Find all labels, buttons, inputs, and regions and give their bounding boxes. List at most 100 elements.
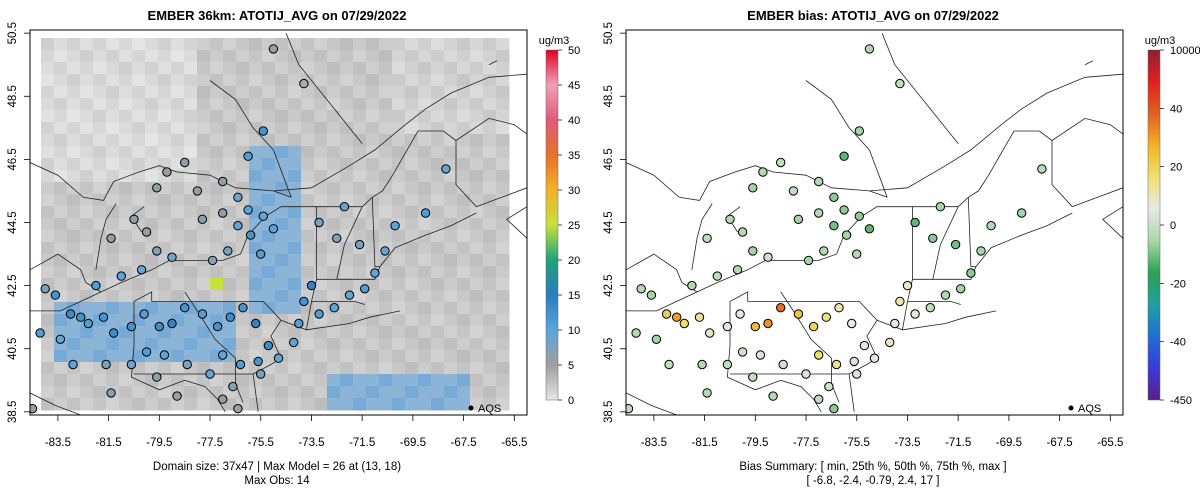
grid-cell: [418, 62, 432, 75]
grid-cell: [405, 314, 419, 327]
grid-cell: [236, 386, 250, 399]
grid-cell: [106, 350, 120, 363]
grid-cell: [327, 206, 341, 219]
grid-cell: [197, 38, 211, 51]
grid-cell: [366, 134, 380, 147]
grid-cell: [54, 266, 68, 279]
grid-cell: [41, 74, 55, 87]
colorbar-tick-label: 10000: [1170, 45, 1200, 57]
site-marker: [935, 202, 946, 212]
grid-cell: [93, 338, 107, 351]
grid-cell: [483, 182, 497, 195]
grid-cell: [301, 134, 315, 147]
grid-cell: [106, 218, 120, 231]
grid-cell: [470, 206, 484, 219]
grid-cell: [457, 242, 471, 255]
grid-cell: [392, 362, 406, 375]
site-marker: [314, 309, 324, 319]
grid-cell: [483, 230, 497, 243]
grid-cell: [470, 338, 484, 351]
grid-cell: [54, 98, 68, 111]
grid-cell: [184, 218, 198, 231]
grid-cell: [249, 38, 263, 51]
grid-cell: [171, 110, 185, 123]
grid-cell: [366, 290, 380, 303]
grid-cell: [366, 374, 380, 387]
grid-cell: [379, 254, 393, 267]
grid-cell: [132, 326, 146, 339]
grid-cell: [483, 62, 497, 75]
site-marker: [167, 318, 177, 329]
grid-cell: [132, 62, 146, 75]
grid-cell: [418, 374, 432, 387]
grid-cell: [145, 146, 159, 159]
x-tick-label: -73.5: [298, 437, 324, 449]
grid-cell: [340, 134, 354, 147]
grid-cell: [80, 86, 94, 99]
grid-cell: [119, 134, 133, 147]
grid-cell: [431, 50, 445, 63]
grid-cell: [132, 158, 146, 171]
grid-cell: [106, 98, 120, 111]
grid-cell: [67, 74, 81, 87]
grid-cell: [353, 38, 367, 51]
grid-cell: [236, 98, 250, 111]
grid-cell: [301, 254, 315, 267]
grid-cell: [483, 50, 497, 63]
site-marker: [245, 230, 256, 240]
grid-cell: [340, 338, 354, 351]
site-marker: [824, 381, 834, 392]
grid-cell: [340, 74, 354, 87]
grid-cell: [314, 386, 328, 399]
grid-cell: [496, 218, 510, 231]
grid-cell: [392, 50, 406, 63]
grid-cell: [405, 290, 419, 303]
boundary-line: [30, 392, 81, 415]
site-marker: [819, 246, 829, 256]
site-marker: [672, 312, 682, 322]
grid-cell: [457, 194, 471, 207]
grid-cell: [392, 314, 406, 327]
grid-cell: [223, 134, 237, 147]
grid-cell: [93, 158, 107, 171]
grid-cell: [197, 86, 211, 99]
site-marker: [758, 167, 768, 177]
grid-cell: [366, 86, 380, 99]
grid-cell: [340, 302, 354, 315]
grid-cell: [41, 182, 55, 195]
grid-cell: [483, 134, 497, 147]
colorbar-tick-label: 40: [1170, 103, 1182, 115]
grid-cell: [275, 86, 289, 99]
grid-cell: [275, 50, 289, 63]
grid-cell: [418, 362, 432, 375]
grid-cell: [301, 362, 315, 375]
grid-cell: [366, 326, 380, 339]
grid-cell: [496, 350, 510, 363]
grid-cell: [444, 98, 458, 111]
grid-cell: [288, 62, 302, 75]
grid-cell: [379, 374, 393, 387]
grid-cell: [106, 74, 120, 87]
grid-cell: [210, 290, 224, 303]
grid-cell: [405, 206, 419, 219]
grid-cell: [158, 398, 172, 411]
grid-cell: [197, 194, 211, 207]
site-marker: [712, 271, 722, 281]
grid-cell: [366, 74, 380, 87]
grid-cell: [444, 194, 458, 207]
colorbar-tick-label: 15: [568, 290, 580, 302]
grid-cell: [327, 62, 341, 75]
grid-cell: [171, 326, 185, 339]
grid-cell: [171, 350, 185, 363]
site-marker: [755, 350, 766, 360]
grid-cell: [119, 338, 133, 351]
grid-cell: [54, 254, 68, 267]
grid-cell: [405, 74, 419, 87]
grid-cell: [54, 182, 68, 195]
grid-cell: [197, 110, 211, 123]
footer-line-2: Max Obs: 14: [244, 475, 310, 487]
boundary-line: [252, 373, 259, 412]
grid-cell: [197, 338, 211, 351]
grid-cell: [223, 146, 237, 159]
